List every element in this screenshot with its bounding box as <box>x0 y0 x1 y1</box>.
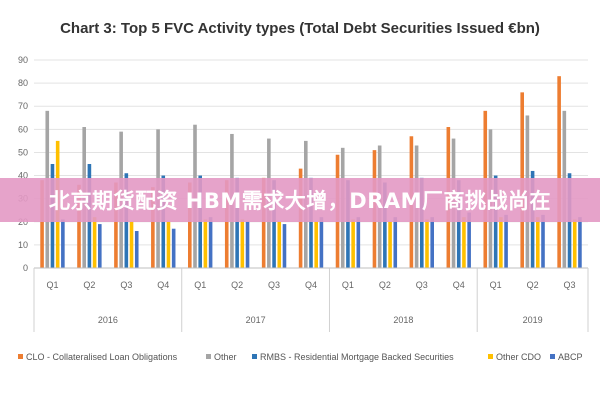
bar <box>346 180 350 268</box>
x-tick-label: Q1 <box>490 280 502 290</box>
bar <box>261 177 266 268</box>
bar <box>388 221 392 268</box>
legend-swatch <box>488 354 493 359</box>
x-tick-label: Q2 <box>527 280 539 290</box>
bar <box>504 214 508 268</box>
x-tick-label: Q3 <box>268 280 280 290</box>
bar <box>456 180 461 268</box>
legend-label: Other CDO <box>496 352 541 362</box>
bar <box>92 217 97 268</box>
bar <box>240 219 245 268</box>
bar <box>282 224 287 268</box>
bar <box>166 221 171 268</box>
bar <box>98 224 102 268</box>
bar <box>61 219 65 268</box>
bar <box>314 221 318 268</box>
bar <box>420 177 424 268</box>
bar <box>356 217 361 268</box>
y-tick-label: 60 <box>18 124 28 134</box>
x-group-label: 2019 <box>523 315 543 325</box>
bar <box>208 217 213 268</box>
bars <box>40 76 582 269</box>
x-tick-label: Q2 <box>379 280 391 290</box>
legend-label: ABCP <box>558 352 583 362</box>
legend-label: Other <box>214 352 237 362</box>
legend-swatch <box>18 354 23 359</box>
bar <box>536 217 540 268</box>
bar <box>129 221 134 268</box>
bar <box>114 182 118 268</box>
bar <box>224 180 229 268</box>
bar <box>272 180 276 268</box>
y-axis-ticks: 0102030405060708090 <box>18 55 28 273</box>
x-group-label: 2018 <box>393 315 413 325</box>
x-tick-label: Q1 <box>194 280 206 290</box>
legend-swatch <box>550 354 555 359</box>
bar <box>383 182 387 268</box>
bar <box>40 180 44 268</box>
x-group-label: 2016 <box>98 315 118 325</box>
legend-swatch <box>206 354 211 359</box>
x-tick-label: Q2 <box>83 280 95 290</box>
bar <box>462 217 466 268</box>
bar <box>171 228 176 268</box>
x-tick-label: Q1 <box>342 280 354 290</box>
y-tick-label: 90 <box>18 55 28 65</box>
x-tick-label: Q4 <box>305 280 317 290</box>
bar <box>235 177 239 268</box>
y-tick-label: 80 <box>18 78 28 88</box>
legend: CLO - Collateralised Loan Obligations Oth… <box>18 352 583 362</box>
y-tick-label: 0 <box>23 263 28 273</box>
bar <box>578 217 582 268</box>
x-group-label: 2017 <box>246 315 266 325</box>
bar <box>151 187 155 268</box>
bar <box>134 231 139 268</box>
y-tick-label: 70 <box>18 101 28 111</box>
bar <box>245 221 250 268</box>
x-tick-label: Q4 <box>157 280 169 290</box>
bar <box>467 212 471 268</box>
x-tick-label: Q3 <box>564 280 576 290</box>
bar <box>203 219 208 268</box>
x-tick-label: Q4 <box>453 280 465 290</box>
legend-label: CLO - Collateralised Loan Obligations <box>26 352 178 362</box>
bar <box>557 76 561 268</box>
bar <box>572 219 577 268</box>
bar <box>393 217 398 268</box>
bar <box>425 219 429 268</box>
y-tick-label: 10 <box>18 240 28 250</box>
chart-title: Chart 3: Top 5 FVC Activity types (Total… <box>60 20 540 37</box>
legend-label: RMBS - Residential Mortgage Backed Secur… <box>260 352 454 362</box>
x-tick-label: Q3 <box>416 280 428 290</box>
bar <box>77 184 81 268</box>
x-tick-label: Q3 <box>120 280 132 290</box>
bar <box>277 221 282 268</box>
bar <box>499 217 503 268</box>
bar <box>309 177 313 268</box>
y-tick-label: 50 <box>18 147 28 157</box>
bar <box>188 182 192 268</box>
x-tick-label: Q2 <box>231 280 243 290</box>
x-tick-label: Q1 <box>46 280 58 290</box>
bar <box>351 219 355 268</box>
legend-swatch <box>252 354 257 359</box>
bar <box>319 217 324 268</box>
y-tick-label: 40 <box>18 171 28 181</box>
bar <box>430 217 434 268</box>
x-axis: Q1 Q2 Q3 Q4 Q1 Q2 Q3 Q4 Q1 Q2 Q3 Q4 Q1 Q2 Q3 2016 2017 20… <box>33 267 589 332</box>
bar <box>541 214 545 268</box>
overlay-banner: 北京期货配资 HBM需求大增，DRAM厂商挑战尚在 <box>0 178 600 222</box>
